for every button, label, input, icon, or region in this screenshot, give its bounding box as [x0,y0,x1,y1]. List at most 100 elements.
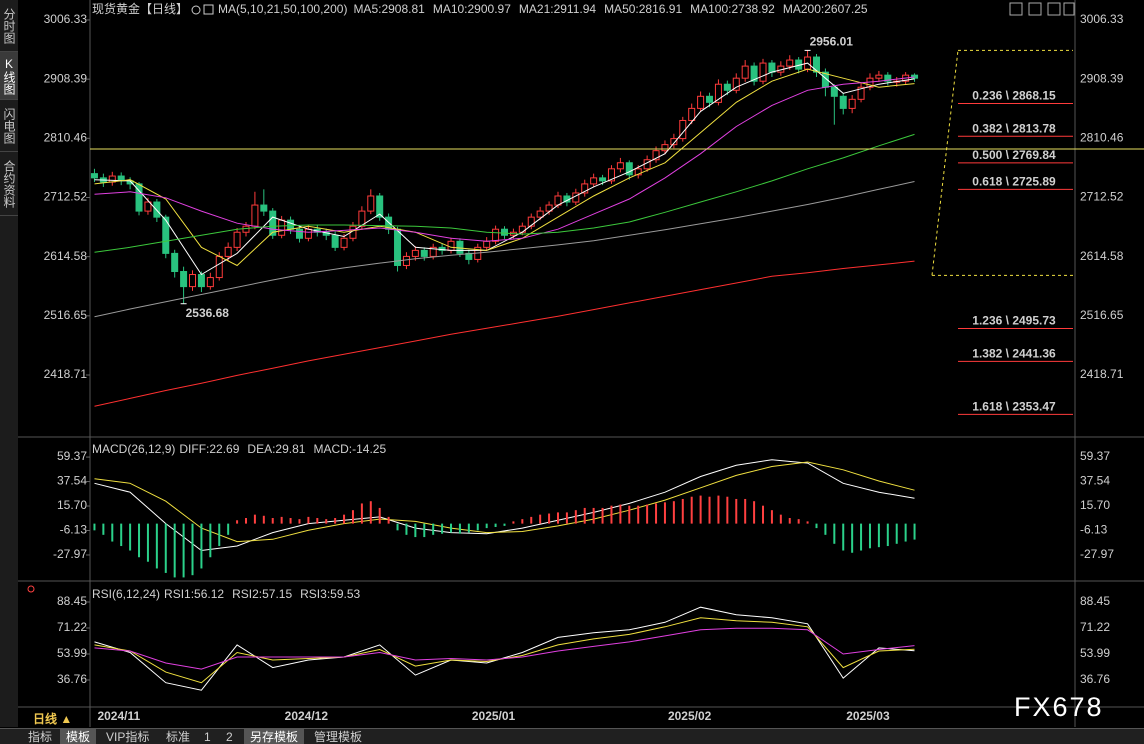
candle-body [438,246,446,251]
candle-body [634,168,642,176]
toolbar-tab[interactable]: VIP指标 [106,730,150,744]
y-tick-label: 53.99 [1080,646,1110,660]
toolbar-tab[interactable]: 2 [226,730,233,744]
panel-title: 现货黄金【日线】 [92,1,188,16]
y-tick-label: -27.97 [1080,547,1114,561]
toolbar-tab[interactable]: 标准 [166,730,191,744]
indicator-label: MA(5,10,21,50,100,200) [218,2,347,16]
histogram-bar [93,523,96,531]
toolbar-tab[interactable]: 模板 [60,729,97,744]
y-tick-label: 2614.58 [44,249,88,263]
candle-body [447,240,455,251]
candle-body [830,86,838,97]
x-tick-label: 2025/02 [668,709,712,723]
histogram-bar [325,519,328,524]
legend-entry: DEA:29.81 [247,442,305,456]
toolbar-tab[interactable]: 1 [204,730,211,744]
histogram-bar [717,495,720,524]
histogram-bar [762,505,765,524]
candle-body [741,65,749,79]
toolbar-tab[interactable]: 管理模板 [314,730,363,744]
toolbar-icon[interactable] [1028,2,1042,16]
histogram-bar [512,521,515,524]
y-tick-label: 2712.52 [44,190,88,204]
candle-body [706,95,714,103]
period-selector[interactable]: 日线 ▲ [33,712,73,726]
toolbar-icon[interactable] [1047,2,1061,16]
histogram-bar [414,523,417,538]
histogram-bar [396,523,399,531]
candle-body [545,204,553,212]
candle-body [456,240,464,254]
candle-body [590,177,598,185]
series-line [94,76,915,242]
toolbar-icon[interactable] [1009,2,1023,16]
x-tick-label: 2025/01 [472,709,516,723]
candle-body [233,231,241,248]
candle-body [911,74,919,79]
histogram-bar [503,523,506,526]
toolbar-tab[interactable]: 另存模板 [244,729,305,744]
histogram-bar [423,523,426,538]
candle-body [625,162,633,176]
candle-body [278,219,286,236]
candle-body [411,249,419,257]
histogram-bar [120,523,123,547]
candle-body [287,219,295,230]
tab[interactable]: 闪电图 [0,100,18,152]
tab[interactable]: 分时图 [0,0,18,52]
histogram-bar [432,523,435,535]
histogram-bar [655,503,658,524]
y-tick-label: 53.99 [57,646,87,660]
histogram-bar [744,498,747,524]
fib-label: 0.618 \ 2725.89 [972,175,1056,189]
candle-body [857,86,865,100]
fib-label: 0.500 \ 2769.84 [972,148,1056,162]
histogram-bar [628,505,631,524]
histogram-bar [681,498,684,524]
legend-entry: MA21:2911.94 [519,2,596,16]
fib-label: 1.382 \ 2441.36 [972,346,1056,360]
fib-label: 1.618 \ 2353.47 [972,400,1056,414]
panel-title: MACD(26,12,9) [92,442,175,456]
histogram-bar [788,518,791,524]
tab[interactable]: K线图 [0,52,18,100]
toolbar-tab[interactable]: 指标 [28,730,53,744]
annotation: 2536.68 [186,306,230,320]
candle-body [501,228,509,236]
histogram-bar [450,523,453,533]
candle-body [429,246,437,257]
y-tick-label: -27.97 [53,547,87,561]
histogram-bar [244,518,247,524]
histogram-bar [601,507,604,524]
histogram-bar [708,496,711,524]
histogram-bar [833,523,836,544]
candle-body [884,74,892,82]
histogram-bar [672,501,675,524]
histogram-bar [895,523,898,544]
histogram-bar [646,504,649,524]
legend-entry: MA10:2900.97 [433,2,511,16]
y-tick-label: 37.54 [1080,474,1110,488]
histogram-bar [200,523,203,569]
tab[interactable]: 合约资料 [0,152,18,216]
histogram-bar [779,514,782,524]
y-tick-label: 2516.65 [44,308,88,322]
candle-body [581,183,589,194]
candle-body [171,252,179,273]
candle-body [652,150,660,161]
legend-entry: MA5:2908.81 [353,2,425,16]
candle-body [839,95,847,109]
y-tick-label: -6.13 [1080,523,1108,537]
histogram-bar [253,514,256,524]
toolbar-icon[interactable] [1063,2,1075,16]
candle-body [697,95,705,109]
candle-body [492,228,500,242]
panel-icon[interactable] [27,585,35,593]
candle-body [394,228,402,266]
y-tick-label: 2516.65 [1080,308,1124,322]
legend-entry: MACD:-14.25 [313,442,386,456]
